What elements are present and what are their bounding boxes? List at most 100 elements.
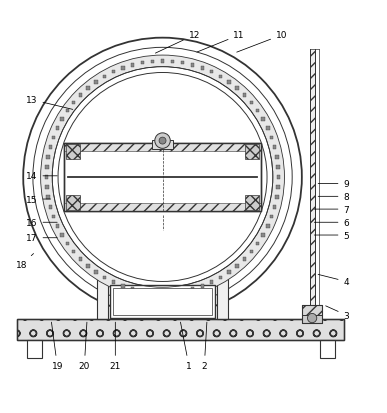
Circle shape — [308, 313, 317, 323]
Bar — [56, 225, 59, 228]
Text: 12: 12 — [155, 31, 200, 54]
Bar — [45, 166, 49, 169]
Bar — [86, 87, 90, 90]
Text: 19: 19 — [51, 323, 63, 370]
Bar — [245, 196, 259, 210]
Bar — [275, 196, 279, 199]
Bar — [151, 60, 154, 64]
Circle shape — [159, 138, 166, 145]
Circle shape — [23, 38, 302, 316]
Bar — [181, 62, 185, 65]
Bar — [181, 290, 185, 293]
Bar — [140, 62, 144, 65]
Bar — [235, 87, 239, 90]
Circle shape — [155, 133, 170, 149]
Bar — [52, 216, 55, 219]
Bar — [210, 281, 213, 284]
Bar — [273, 206, 276, 209]
Bar — [256, 109, 259, 113]
Bar — [320, 339, 335, 358]
Bar — [110, 286, 215, 318]
Text: 1: 1 — [180, 322, 192, 370]
Bar — [46, 196, 50, 199]
Bar — [275, 156, 279, 159]
Bar — [131, 64, 134, 67]
Text: 3: 3 — [326, 306, 349, 320]
Bar — [56, 127, 59, 131]
Bar — [191, 288, 194, 291]
Bar — [250, 250, 253, 254]
Bar — [261, 234, 265, 237]
Bar — [140, 290, 144, 293]
Text: 15: 15 — [26, 195, 51, 204]
Bar — [49, 206, 52, 209]
Bar — [171, 291, 175, 294]
Text: 21: 21 — [110, 323, 121, 370]
Circle shape — [33, 48, 292, 307]
Text: 7: 7 — [314, 205, 349, 214]
Bar — [66, 196, 80, 210]
Bar — [171, 60, 175, 64]
Bar — [261, 118, 265, 121]
Bar — [161, 60, 164, 64]
Bar — [49, 146, 52, 150]
Bar — [86, 265, 90, 268]
Bar — [200, 67, 204, 71]
Bar — [266, 225, 269, 228]
Bar — [64, 144, 261, 211]
Bar — [46, 156, 50, 159]
Bar — [17, 320, 344, 339]
Text: 10: 10 — [237, 31, 288, 53]
Bar — [250, 101, 253, 105]
Bar — [94, 271, 98, 274]
Bar — [79, 94, 82, 97]
Bar — [64, 144, 261, 152]
Bar — [256, 242, 259, 246]
Text: 9: 9 — [318, 180, 349, 189]
Text: 6: 6 — [314, 218, 349, 227]
Bar — [72, 101, 75, 105]
Bar — [228, 271, 231, 274]
Bar — [45, 176, 48, 179]
Bar — [79, 258, 82, 261]
Bar — [103, 276, 106, 280]
Bar — [112, 71, 115, 74]
Bar — [266, 127, 269, 131]
Bar — [64, 203, 261, 211]
Text: 4: 4 — [318, 275, 349, 286]
Bar — [60, 234, 64, 237]
Bar — [217, 279, 228, 320]
Text: 18: 18 — [15, 254, 34, 270]
Bar — [210, 71, 213, 74]
Bar — [245, 145, 259, 159]
Text: 5: 5 — [314, 231, 349, 240]
Bar — [161, 292, 164, 295]
Bar — [219, 76, 223, 79]
Text: 17: 17 — [26, 234, 57, 243]
Bar — [17, 320, 344, 339]
Bar — [302, 305, 322, 315]
Bar — [112, 281, 115, 284]
Circle shape — [58, 73, 267, 282]
Bar — [113, 289, 212, 316]
Bar — [235, 265, 239, 268]
Bar — [302, 305, 322, 323]
Bar — [27, 339, 42, 358]
Bar — [131, 288, 134, 291]
Bar — [228, 81, 231, 84]
Text: 20: 20 — [79, 323, 90, 370]
Bar — [97, 279, 108, 320]
Bar — [121, 285, 125, 288]
Bar — [310, 50, 315, 305]
Bar — [72, 250, 75, 254]
Bar — [66, 109, 69, 113]
Bar — [219, 276, 222, 280]
Bar — [270, 216, 273, 219]
Bar — [121, 67, 125, 71]
Bar — [66, 145, 80, 159]
Bar — [273, 146, 276, 150]
Bar — [200, 285, 204, 288]
Bar — [277, 176, 280, 179]
Text: 13: 13 — [26, 96, 73, 110]
Text: 11: 11 — [197, 31, 245, 53]
